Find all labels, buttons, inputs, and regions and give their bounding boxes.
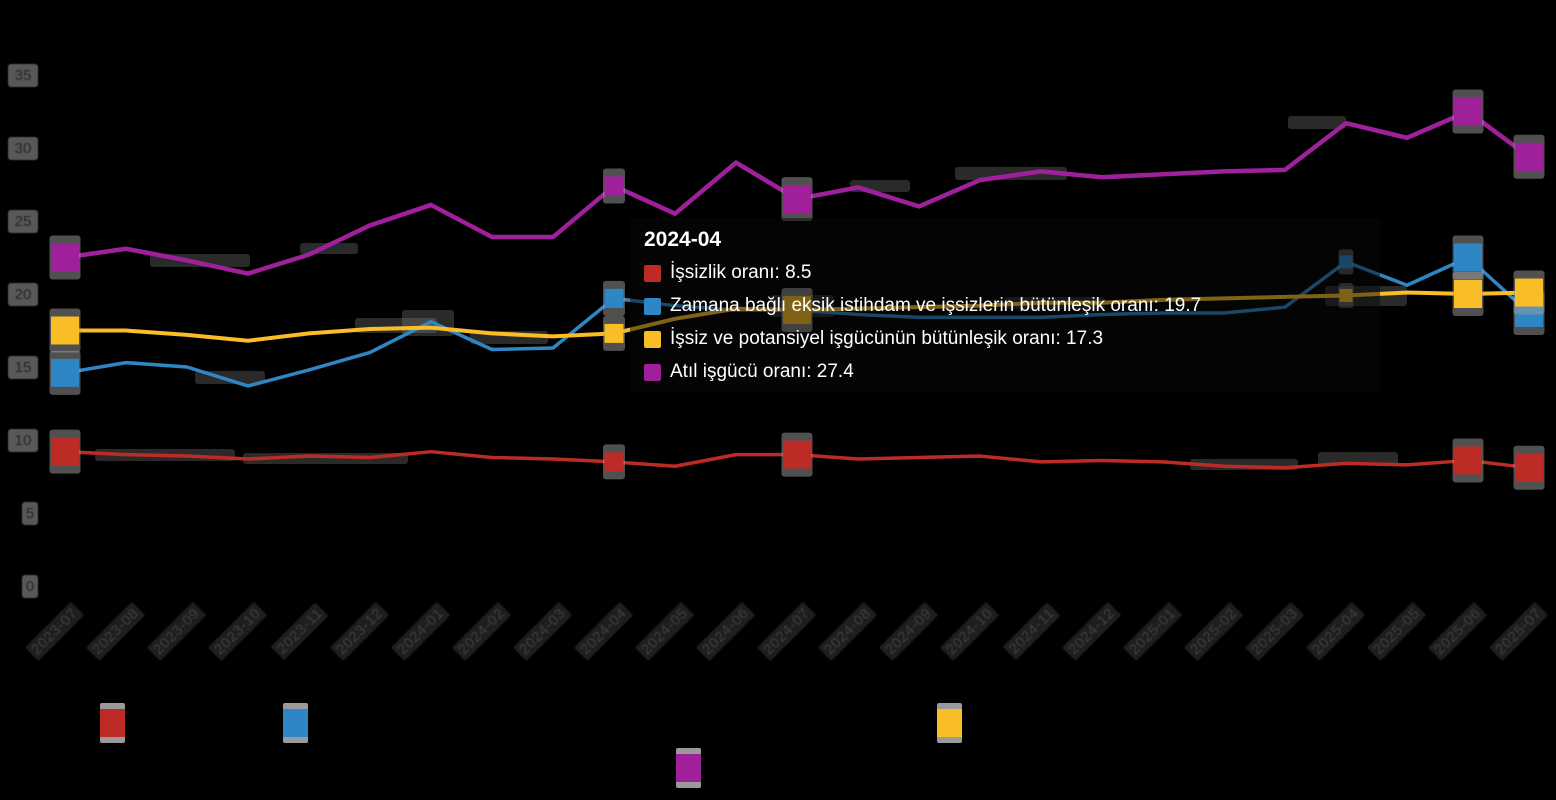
data-point-marker[interactable] [783, 440, 811, 469]
legend-label: İşsizlik oranı [134, 712, 239, 733]
y-axis-tick-label: 5 [22, 501, 38, 525]
tooltip-value-text: İşsizlik oranı: 8.5 [670, 262, 812, 283]
data-point-marker[interactable] [51, 243, 79, 272]
purple-legend-swatch-icon [676, 754, 701, 782]
data-point-marker[interactable] [51, 358, 79, 387]
data-point-marker[interactable] [783, 185, 811, 214]
red-series-swatch-icon [644, 264, 661, 282]
y-axis-tick-label: 30 [8, 136, 38, 160]
y-axis-tick-label: 10 [8, 428, 38, 452]
data-point-marker[interactable] [1515, 142, 1543, 171]
tooltip-title: 2024-04 [644, 228, 722, 251]
data-point-marker[interactable] [1515, 453, 1543, 482]
data-point-marker[interactable] [604, 452, 624, 472]
data-point-marker[interactable] [51, 316, 79, 345]
red-legend-swatch-icon [100, 709, 125, 737]
tooltip-value-text: İşsiz ve potansiyel işgücünün bütünleşik… [670, 328, 1104, 349]
data-point-marker[interactable] [1454, 97, 1482, 126]
data-point-marker[interactable] [51, 437, 79, 466]
tooltip-value-text: Atıl işgücü oranı: 27.4 [670, 361, 854, 382]
legend-label: İşsiz ve potansiyel işgücünün bütünleşik… [971, 712, 1357, 733]
tooltip-row-issiz-potansiyel: İşsiz ve potansiyel işgücünün bütünleşik… [644, 328, 1366, 349]
legend-marker-glow [100, 703, 125, 743]
data-point-marker[interactable] [1454, 446, 1482, 475]
y-axis-tick-label: 25 [8, 209, 38, 233]
legend-label: Atıl işgücü oranı [710, 757, 847, 778]
legend-marker-glow [676, 748, 701, 788]
yellow-legend-swatch-icon [937, 709, 962, 737]
blue-legend-swatch-icon [283, 709, 308, 737]
purple-series-swatch-icon [644, 363, 661, 381]
legend-item-zamana-bagli[interactable]: Zamana bağlı eksik istihdam ve işsizleri… [283, 703, 801, 743]
tooltip-row-zamana-bagli: Zamana bağlı eksik istihdam ve işsizleri… [644, 295, 1366, 316]
legend-item-atil-isgucu[interactable]: Atıl işgücü oranı [676, 748, 846, 788]
blue-series-swatch-icon [644, 297, 661, 315]
y-axis-tick-label: 35 [8, 63, 38, 87]
chart-tooltip: 2024-04 İşsizlik oranı: 8.5 Zamana bağlı… [630, 218, 1380, 393]
data-point-marker[interactable] [1515, 278, 1543, 307]
tooltip-value-text: Zamana bağlı eksik istihdam ve işsizleri… [670, 295, 1202, 316]
legend-marker-glow [283, 703, 308, 743]
yellow-series-swatch-icon [644, 330, 661, 348]
data-point-marker[interactable] [1454, 243, 1482, 272]
legend-item-issiz-potansiyel[interactable]: İşsiz ve potansiyel işgücünün bütünleşik… [937, 703, 1357, 743]
data-point-marker[interactable] [604, 323, 624, 343]
y-axis-tick-label: 15 [8, 355, 38, 379]
legend-marker-glow [937, 703, 962, 743]
y-axis-tick-label: 20 [8, 282, 38, 306]
data-point-marker[interactable] [604, 176, 624, 196]
legend-label: Zamana bağlı eksik istihdam ve işsizleri… [317, 712, 801, 733]
tooltip-row-atil-isgucu: Atıl işgücü oranı: 27.4 [644, 361, 1366, 382]
data-point-marker[interactable] [604, 288, 624, 308]
tooltip-row-issizlik: İşsizlik oranı: 8.5 [644, 262, 1366, 283]
legend-item-issizlik[interactable]: İşsizlik oranı [100, 703, 239, 743]
y-axis-tick-label: 0 [22, 574, 38, 598]
data-point-marker[interactable] [1454, 280, 1482, 308]
